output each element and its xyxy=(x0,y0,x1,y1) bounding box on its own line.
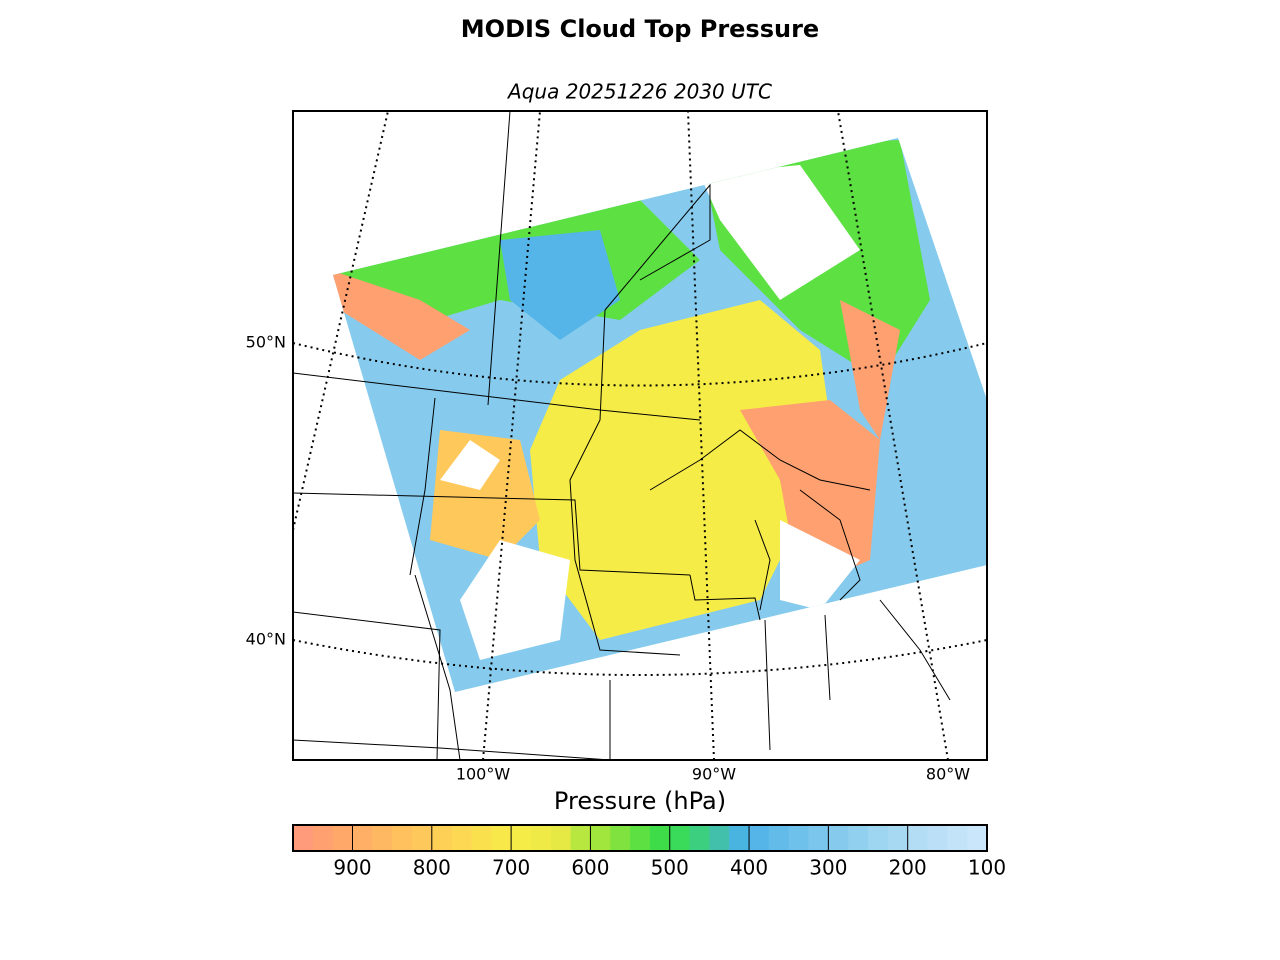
colorbar-segment xyxy=(471,825,492,851)
lat-label: 50°N xyxy=(246,333,286,352)
colorbar-label: Pressure (hPa) xyxy=(554,787,726,815)
colorbar-segment xyxy=(729,825,750,851)
colorbar-segment xyxy=(491,825,512,851)
colorbar-segment xyxy=(689,825,710,851)
colorbar-segment xyxy=(828,825,849,851)
colorbar-tick-label: 800 xyxy=(413,856,451,880)
colorbar-segment xyxy=(808,825,829,851)
colorbar-segment xyxy=(927,825,948,851)
colorbar-segment xyxy=(511,825,532,851)
subtitle: Aqua 20251226 2030 UTC xyxy=(506,80,772,104)
colorbar-segment xyxy=(332,825,353,851)
lat-label: 40°N xyxy=(246,630,286,649)
colorbar-segment xyxy=(431,825,453,851)
colorbar-segment xyxy=(530,825,552,851)
colorbar-segment xyxy=(293,825,314,851)
colorbar-segment xyxy=(570,825,591,851)
colorbar-segment xyxy=(788,825,810,851)
lon-label: 80°W xyxy=(926,765,970,784)
colorbar-segment xyxy=(312,825,334,851)
colorbar-segment xyxy=(967,825,988,851)
cloud-field xyxy=(333,138,987,692)
colorbar-segment xyxy=(451,825,472,851)
colorbar-segment xyxy=(352,825,373,851)
colorbar-segment xyxy=(649,825,671,851)
colorbar-segment xyxy=(848,825,869,851)
colorbar-tick-label: 500 xyxy=(651,856,689,880)
colorbar-segment xyxy=(392,825,413,851)
colorbar-segment xyxy=(610,825,631,851)
colorbar-tick-label: 100 xyxy=(968,856,1006,880)
colorbar-segment xyxy=(947,825,968,851)
colorbar-segment xyxy=(907,825,929,851)
lon-label: 100°W xyxy=(456,765,511,784)
colorbar-segment xyxy=(749,825,770,851)
colorbar-tick-label: 400 xyxy=(730,856,768,880)
colorbar-segment xyxy=(550,825,572,851)
colorbar-tick-label: 300 xyxy=(809,856,847,880)
map-area xyxy=(293,111,987,760)
boundaries xyxy=(293,111,951,760)
colorbar-segment xyxy=(372,825,393,851)
colorbar-segment xyxy=(630,825,651,851)
colorbar-segment xyxy=(411,825,433,851)
graticule xyxy=(293,111,987,760)
colorbar-tick-label: 700 xyxy=(492,856,530,880)
lon-label: 90°W xyxy=(692,765,736,784)
map-frame xyxy=(292,110,988,761)
colorbar-frame xyxy=(292,824,988,852)
colorbar-tick-label: 200 xyxy=(889,856,927,880)
title: MODIS Cloud Top Pressure xyxy=(461,15,819,43)
colorbar-segment xyxy=(887,825,909,851)
colorbar-segment xyxy=(590,825,611,851)
colorbar-segment xyxy=(669,825,691,851)
colorbar: 900 800 700 600 500 400 300 200 100 xyxy=(292,824,1006,880)
colorbar-segment xyxy=(868,825,889,851)
colorbar-segment xyxy=(709,825,730,851)
colorbar-tick-label: 600 xyxy=(571,856,609,880)
colorbar-tick-label: 900 xyxy=(333,856,371,880)
colorbar-segment xyxy=(768,825,790,851)
